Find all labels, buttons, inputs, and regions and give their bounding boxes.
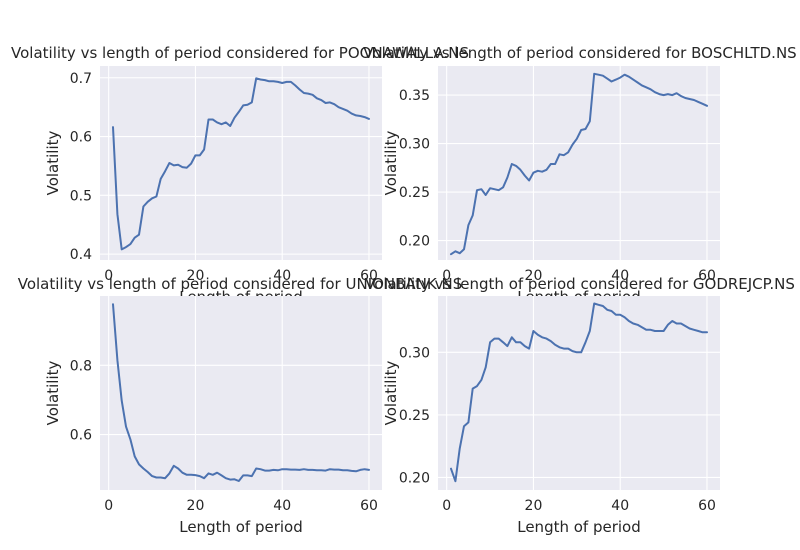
chart-title: Volatility vs length of period considere… (365, 275, 795, 293)
y-tick-label: 0.4 (70, 247, 92, 263)
x-tick-label: 40 (273, 498, 291, 514)
x-tick-label: 60 (698, 498, 716, 514)
chart-panel-2: 0 20 40 60 0.6 0.8 Length of period Volatility V… (18, 275, 463, 536)
y-tick-label: 0.35 (399, 88, 430, 104)
plot-area (100, 66, 382, 260)
y-tick-label: 0.20 (399, 470, 430, 486)
y-tick-label: 0.6 (70, 130, 92, 146)
x-tick-label: 0 (104, 498, 113, 514)
x-axis-label: Length of period (179, 518, 303, 536)
plot-area (438, 296, 720, 490)
x-tick-label: 20 (525, 268, 543, 284)
plot-area (100, 296, 382, 490)
x-tick-label: 40 (273, 268, 291, 284)
y-tick-label: 0.20 (399, 234, 430, 250)
y-axis-label: Volatility (44, 360, 62, 425)
series-line (112, 77, 370, 251)
x-tick-label: 0 (442, 268, 451, 284)
series-line (450, 302, 708, 483)
y-axis-label: Volatility (382, 130, 400, 195)
y-tick-label: 0.30 (399, 137, 430, 153)
y-tick-label: 0.25 (399, 408, 430, 424)
chart-panel-3: 0 20 40 60 0.20 0.25 0.30 Length of period Volat… (365, 275, 795, 536)
x-tick-label: 0 (104, 268, 113, 284)
y-axis-label: Volatility (382, 360, 400, 425)
x-tick-label: 60 (360, 268, 378, 284)
chart-title: Volatility vs length of period considere… (11, 44, 469, 62)
chart-title: Volatility vs length of period considere… (18, 275, 463, 293)
x-tick-label: 20 (525, 498, 543, 514)
x-axis-label: Length of period (517, 518, 641, 536)
x-tick-label: 40 (611, 268, 629, 284)
plot-area (438, 66, 720, 260)
series-line (450, 72, 708, 256)
chart-title: Volatility vs length of period considere… (363, 44, 796, 62)
x-tick-label: 40 (611, 498, 629, 514)
x-tick-label: 60 (360, 498, 378, 514)
y-tick-label: 0.30 (399, 345, 430, 361)
y-tick-label: 0.7 (70, 71, 92, 87)
x-tick-label: 60 (698, 268, 716, 284)
y-tick-label: 0.8 (70, 358, 92, 374)
y-axis-label: Volatility (44, 130, 62, 195)
x-tick-label: 20 (187, 498, 205, 514)
x-tick-label: 0 (442, 498, 451, 514)
y-tick-label: 0.5 (70, 188, 92, 204)
x-tick-label: 20 (187, 268, 205, 284)
y-tick-label: 0.25 (399, 185, 430, 201)
series-line (112, 303, 370, 482)
y-tick-label: 0.6 (70, 428, 92, 444)
